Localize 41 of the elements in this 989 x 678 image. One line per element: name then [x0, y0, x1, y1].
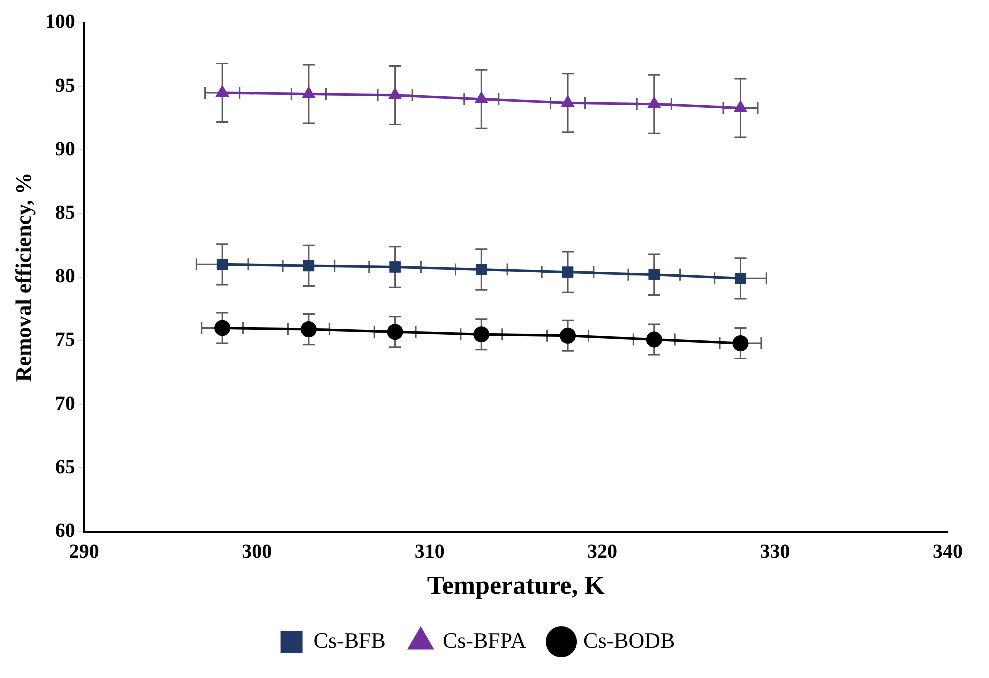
point — [388, 88, 402, 100]
point — [214, 320, 231, 336]
y-tick-label: 90 — [55, 138, 76, 160]
point — [216, 259, 228, 270]
legend-label: Cs-BFPA — [442, 628, 527, 653]
x-tick-label: 320 — [588, 540, 618, 563]
point — [734, 100, 748, 112]
point — [560, 328, 576, 344]
point — [302, 86, 316, 98]
point — [562, 266, 574, 278]
x-tick-label: 300 — [242, 540, 272, 563]
y-tick-label: 100 — [45, 11, 76, 34]
legend-label: Cs-BODB — [584, 628, 676, 653]
point — [390, 262, 401, 273]
y-tick-label: 80 — [55, 266, 76, 288]
x-tick-label: 290 — [69, 540, 100, 563]
y-tick-label: 65 — [55, 456, 76, 478]
point — [647, 96, 662, 108]
point — [303, 260, 315, 272]
point — [648, 269, 660, 281]
x-tick-label: 310 — [414, 540, 445, 563]
legend-label: Cs-BFB — [314, 628, 386, 653]
y-tick-label: 85 — [55, 202, 76, 224]
y-tick-label: 75 — [55, 329, 76, 352]
y-tick-label: 95 — [55, 74, 76, 97]
y-tick-label: 70 — [55, 392, 76, 415]
point — [561, 95, 575, 108]
y-tick-label: 60 — [55, 520, 76, 542]
point — [735, 273, 746, 284]
y-axis-title: Removal efficiency, % — [10, 172, 36, 382]
point — [474, 326, 490, 343]
point — [216, 84, 230, 97]
point — [646, 332, 662, 348]
point — [474, 91, 489, 104]
point — [387, 324, 404, 340]
point — [300, 322, 317, 338]
point — [732, 336, 749, 352]
x-axis-title: Temperature, K — [427, 571, 606, 600]
x-tick-label: 340 — [933, 540, 963, 563]
x-tick-label: 330 — [760, 540, 790, 563]
point — [476, 264, 488, 276]
